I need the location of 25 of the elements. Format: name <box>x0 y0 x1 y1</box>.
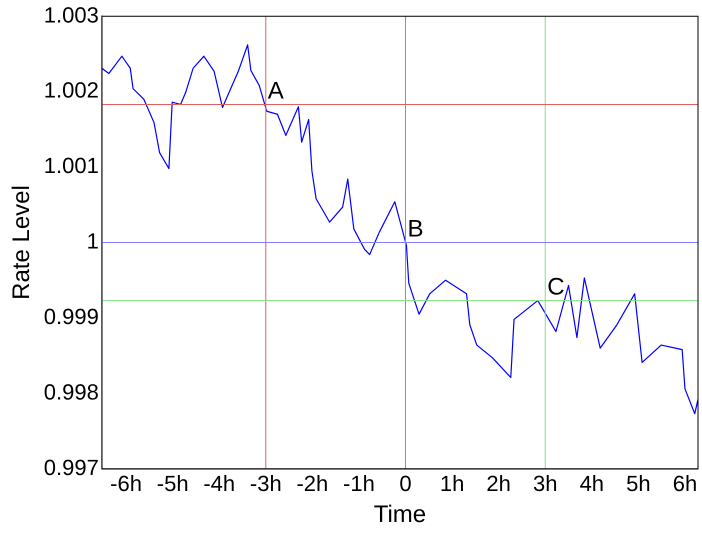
x-tick-label: -4h <box>203 471 236 496</box>
x-tick-label: 4h <box>580 471 604 496</box>
y-tick-label: 1.003 <box>44 2 99 28</box>
y-tick-label: 1.001 <box>44 153 99 178</box>
annotation: A <box>268 77 284 104</box>
x-tick-label: -2h <box>296 471 328 496</box>
annotation: C <box>547 274 565 301</box>
x-tick-label: 2h <box>486 471 511 496</box>
y-tick-label: 0.998 <box>44 379 99 404</box>
y-tick-label: 0.999 <box>44 304 99 329</box>
y-tick-label: 1.002 <box>44 78 99 103</box>
x-tick-label: -6h <box>110 471 142 496</box>
annotation: B <box>408 216 424 242</box>
y-axis-title: Rate Level <box>8 185 36 300</box>
x-tick-label: 6h <box>672 471 698 496</box>
x-tick-label: -3h <box>250 471 282 496</box>
x-tick-label: -1h <box>343 471 375 496</box>
x-axis-title: Time <box>374 501 426 528</box>
x-tick-label: 3h <box>532 471 558 496</box>
x-tick-label: -5h <box>156 471 189 496</box>
x-tick-label: 5h <box>626 471 651 496</box>
y-tick-label: 1 <box>86 228 99 254</box>
y-tick-label: 0.997 <box>44 454 99 480</box>
x-tick-label: 0 <box>399 471 412 496</box>
x-tick-label: 1h <box>440 471 464 496</box>
